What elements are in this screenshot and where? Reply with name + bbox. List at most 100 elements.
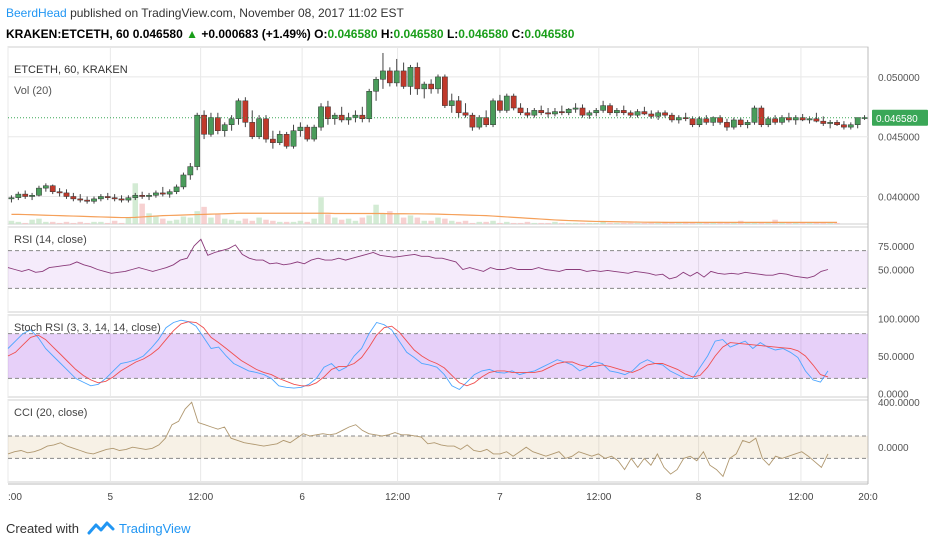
candle-body xyxy=(510,95,517,109)
last-price-badge-label: 0.046580 xyxy=(876,114,918,125)
price-tick-label: 0.045000 xyxy=(878,133,920,144)
candle-body xyxy=(717,117,723,123)
volume-bar xyxy=(531,222,538,224)
candle-body xyxy=(737,119,744,125)
volume-bar xyxy=(524,221,531,224)
osc-tick-label: 75.0000 xyxy=(878,242,915,253)
volume-bar xyxy=(22,222,28,224)
volume-bar xyxy=(765,222,771,224)
volume-bar xyxy=(669,222,675,224)
pane-frame xyxy=(7,399,869,483)
candle-body xyxy=(792,117,799,121)
chart-canvas[interactable]: 0.050000 0.045000 0.040000 0.046580 ETCETH, … xyxy=(0,44,932,514)
volume-bar xyxy=(497,222,503,224)
volume-bar xyxy=(393,214,400,224)
tradingview-link[interactable]: TradingView xyxy=(118,520,191,536)
indicator-line xyxy=(7,238,829,280)
indicator-title: Stoch RSI (3, 3, 14, 14, close) xyxy=(14,322,161,334)
indicator-line xyxy=(7,319,829,391)
volume-bar xyxy=(476,221,483,224)
volume-bar xyxy=(187,217,194,224)
candle-body xyxy=(132,195,139,198)
candle-body xyxy=(545,112,551,115)
candle-body xyxy=(552,111,558,115)
candle-body xyxy=(228,118,235,125)
candle-body xyxy=(854,117,861,125)
candle-body xyxy=(407,67,414,87)
x-tick-label: 12:00 xyxy=(788,492,813,503)
volume-bar xyxy=(731,222,737,224)
volume-bar xyxy=(111,220,118,224)
volume-bar xyxy=(201,206,207,224)
candle-body xyxy=(579,107,586,116)
symbol-label: KRAKEN:ETCETH, 60 xyxy=(6,27,130,41)
volume-bar xyxy=(799,222,806,224)
candle-body xyxy=(304,126,311,140)
volume-bar xyxy=(263,219,269,224)
x-tick-label: 6 xyxy=(299,492,305,503)
close-label: C: xyxy=(511,27,525,41)
volume-bar xyxy=(380,213,386,224)
candle-body xyxy=(84,199,90,202)
volume-bar xyxy=(538,222,544,224)
x-tick-label: 12:00 xyxy=(586,492,611,503)
candle-body xyxy=(483,117,490,125)
candle-body xyxy=(63,192,70,197)
publisher-link[interactable]: BeerdHead xyxy=(6,6,67,20)
candle-body xyxy=(813,118,820,122)
candle-body xyxy=(214,117,221,131)
osc-tick-label: 400.0000 xyxy=(878,398,920,409)
volume-bar xyxy=(91,221,97,224)
candle-body xyxy=(36,187,42,196)
volume-bar xyxy=(627,222,634,224)
price-pane-title: ETCETH, 60, KRAKEN xyxy=(14,64,128,76)
indicator-title: RSI (14, close) xyxy=(14,234,87,246)
volume-pane-title: Vol (20) xyxy=(14,85,52,97)
candle-body xyxy=(146,195,152,197)
candle-body xyxy=(675,117,682,121)
volume-bar xyxy=(483,221,489,224)
volume-bar xyxy=(565,222,572,224)
candle-body xyxy=(318,106,324,128)
created-with-text: Created with xyxy=(6,520,79,536)
volume-bar xyxy=(490,220,496,224)
candle-body xyxy=(180,174,187,188)
volume-bar xyxy=(387,211,393,224)
candle-body xyxy=(565,108,572,114)
volume-bar xyxy=(834,222,840,224)
x-tick-label: 20:0 xyxy=(858,492,878,503)
volume-bar xyxy=(338,219,345,224)
volume-bar xyxy=(15,221,22,224)
band-fill xyxy=(8,250,868,289)
volume-bar xyxy=(552,221,558,224)
candle-body xyxy=(297,126,304,131)
candle-body xyxy=(331,114,338,120)
candle-body xyxy=(455,100,462,114)
candle-body xyxy=(104,196,111,198)
volume-bar xyxy=(139,203,145,224)
volume-bar xyxy=(407,215,414,224)
low-value: 0.046580 xyxy=(458,27,509,41)
candle-body xyxy=(270,138,276,143)
candle-body xyxy=(751,107,758,123)
candle-body xyxy=(744,122,751,125)
candle-body xyxy=(531,110,538,116)
footer: Created with TradingView xyxy=(6,520,191,536)
volume-bar xyxy=(517,222,524,224)
candle-body xyxy=(159,192,166,195)
candle-body xyxy=(799,117,806,121)
last-price-badge xyxy=(872,109,928,126)
osc-tick-label: 0.0000 xyxy=(878,443,909,454)
candle-body xyxy=(696,118,703,125)
candle-body xyxy=(386,70,393,84)
volume-bar xyxy=(442,218,448,224)
candle-body xyxy=(201,114,207,135)
candle-body xyxy=(49,185,56,192)
candle-body xyxy=(263,118,269,140)
candle-body xyxy=(772,118,778,123)
candle-body xyxy=(325,106,331,120)
osc-tick-label: 50.0000 xyxy=(878,266,915,277)
candle-body xyxy=(366,91,373,120)
candle-body xyxy=(414,67,421,90)
candle-body xyxy=(359,114,366,120)
